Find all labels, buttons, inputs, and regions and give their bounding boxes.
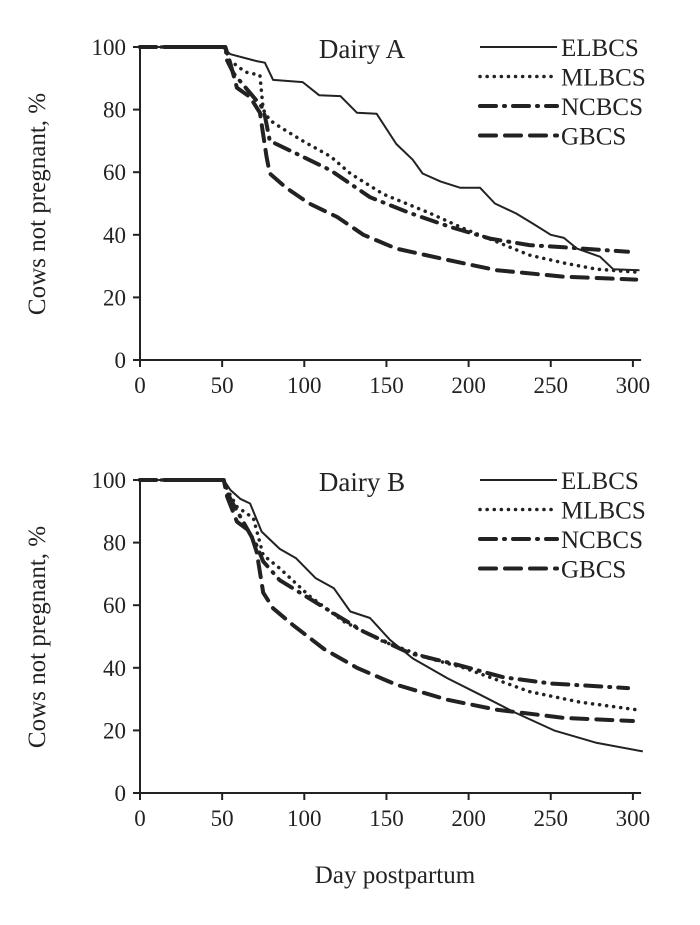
y-tick-label: 60 — [103, 160, 126, 185]
y-tick-label: 0 — [115, 348, 127, 373]
y-tick-label: 20 — [103, 285, 126, 310]
x-tick-label: 100 — [287, 373, 322, 398]
x-tick-label: 0 — [134, 373, 146, 398]
y-tick-label: 40 — [103, 223, 126, 248]
panel-title: Dairy A — [319, 34, 406, 64]
x-tick-label: 200 — [451, 806, 486, 831]
legend-label: GBCS — [561, 557, 626, 584]
y-tick-label: 20 — [103, 718, 126, 743]
x-tick-label: 250 — [534, 806, 569, 831]
x-tick-label: 50 — [211, 373, 234, 398]
legend-label: MLBCS — [561, 65, 646, 92]
y-tick-label: 40 — [103, 656, 126, 681]
legend-label: NCBCS — [561, 94, 643, 121]
y-tick-label: 100 — [92, 468, 127, 493]
series-line-gbcs — [138, 478, 635, 723]
panel-dairy-a: Dairy A Cows not pregnant, % 0 20 40 60 80 10… — [24, 34, 650, 398]
x-tick-label: 50 — [211, 806, 234, 831]
y-tick-label: 0 — [115, 781, 127, 806]
x-tick-label: 200 — [451, 373, 486, 398]
legend-label: NCBCS — [561, 527, 643, 554]
legend-label: ELBCS — [561, 35, 639, 62]
legend-label: ELBCS — [561, 468, 639, 495]
panel-dairy-b: Dairy B Cows not pregnant, % Day postpar… — [24, 467, 650, 889]
x-tick-label: 100 — [287, 806, 322, 831]
x-tick-label: 150 — [369, 373, 404, 398]
series-line-mlbcs — [138, 45, 642, 275]
y-axis-label: Cows not pregnant, % — [24, 93, 51, 315]
y-tick-label: 100 — [92, 35, 127, 60]
x-axis-label: Day postpartum — [315, 862, 476, 889]
series-line-ncbcs — [138, 45, 630, 254]
x-tick-label: 250 — [534, 373, 569, 398]
legend-label: GBCS — [561, 124, 626, 151]
series-line-elbcs — [140, 479, 643, 753]
x-tick-label: 300 — [616, 373, 651, 398]
panel-title: Dairy B — [319, 467, 405, 497]
series-line-elbcs — [140, 46, 640, 272]
x-tick-label: 300 — [616, 806, 651, 831]
y-tick-label: 80 — [103, 531, 126, 556]
y-tick-label: 60 — [103, 593, 126, 618]
x-tick-label: 150 — [369, 806, 404, 831]
series-line-gbcs — [138, 45, 639, 282]
y-axis-label: Cows not pregnant, % — [24, 526, 51, 748]
y-tick-label: 80 — [103, 98, 126, 123]
legend-label: MLBCS — [561, 498, 646, 525]
series-line-ncbcs — [138, 478, 630, 691]
x-tick-label: 0 — [134, 806, 146, 831]
